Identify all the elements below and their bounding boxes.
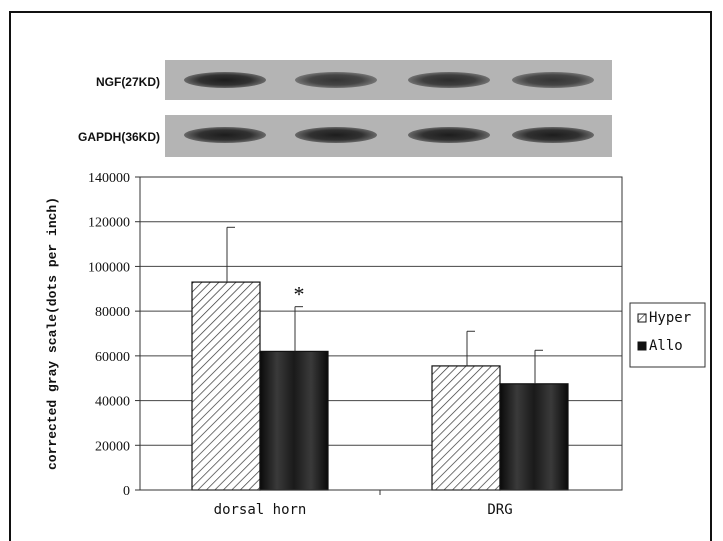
blot-band <box>512 127 594 143</box>
y-tick-label: 80000 <box>95 305 130 320</box>
y-tick-label: 140000 <box>88 171 130 186</box>
legend-swatch <box>637 341 647 351</box>
ngf-blot-label: NGF(27KD) <box>95 75 160 89</box>
legend-label: Allo <box>649 338 683 354</box>
y-tick-label: 0 <box>123 484 130 499</box>
gapdh-blot-label: GAPDH(36KD) <box>77 130 160 144</box>
blot-band <box>512 72 594 88</box>
y-tick-label: 40000 <box>95 395 130 410</box>
y-tick-label: 60000 <box>95 350 130 365</box>
x-category-label: dorsal horn <box>214 502 307 518</box>
x-category-label: DRG <box>487 502 512 518</box>
blot-band <box>184 127 266 143</box>
significance-marker: * <box>294 282 305 307</box>
blot-band <box>295 72 377 88</box>
legend-label: Hyper <box>649 310 691 326</box>
blot-band <box>408 127 490 143</box>
figure-frame <box>9 11 712 541</box>
ngf-blot-strip <box>165 60 612 100</box>
y-tick-label: 120000 <box>88 216 130 231</box>
bar <box>431 365 501 491</box>
plot-area-border <box>139 176 623 491</box>
y-tick-label: 20000 <box>95 439 130 454</box>
blot-band <box>408 72 490 88</box>
y-tick-label: 100000 <box>88 260 130 275</box>
bar <box>499 383 569 491</box>
bar <box>191 281 261 491</box>
blot-band <box>184 72 266 88</box>
blot-band <box>295 127 377 143</box>
y-axis-title: corrected gray scale(dots per inch) <box>45 197 60 470</box>
legend-swatch <box>637 313 647 323</box>
bar <box>259 350 329 491</box>
gapdh-blot-strip <box>165 115 612 157</box>
